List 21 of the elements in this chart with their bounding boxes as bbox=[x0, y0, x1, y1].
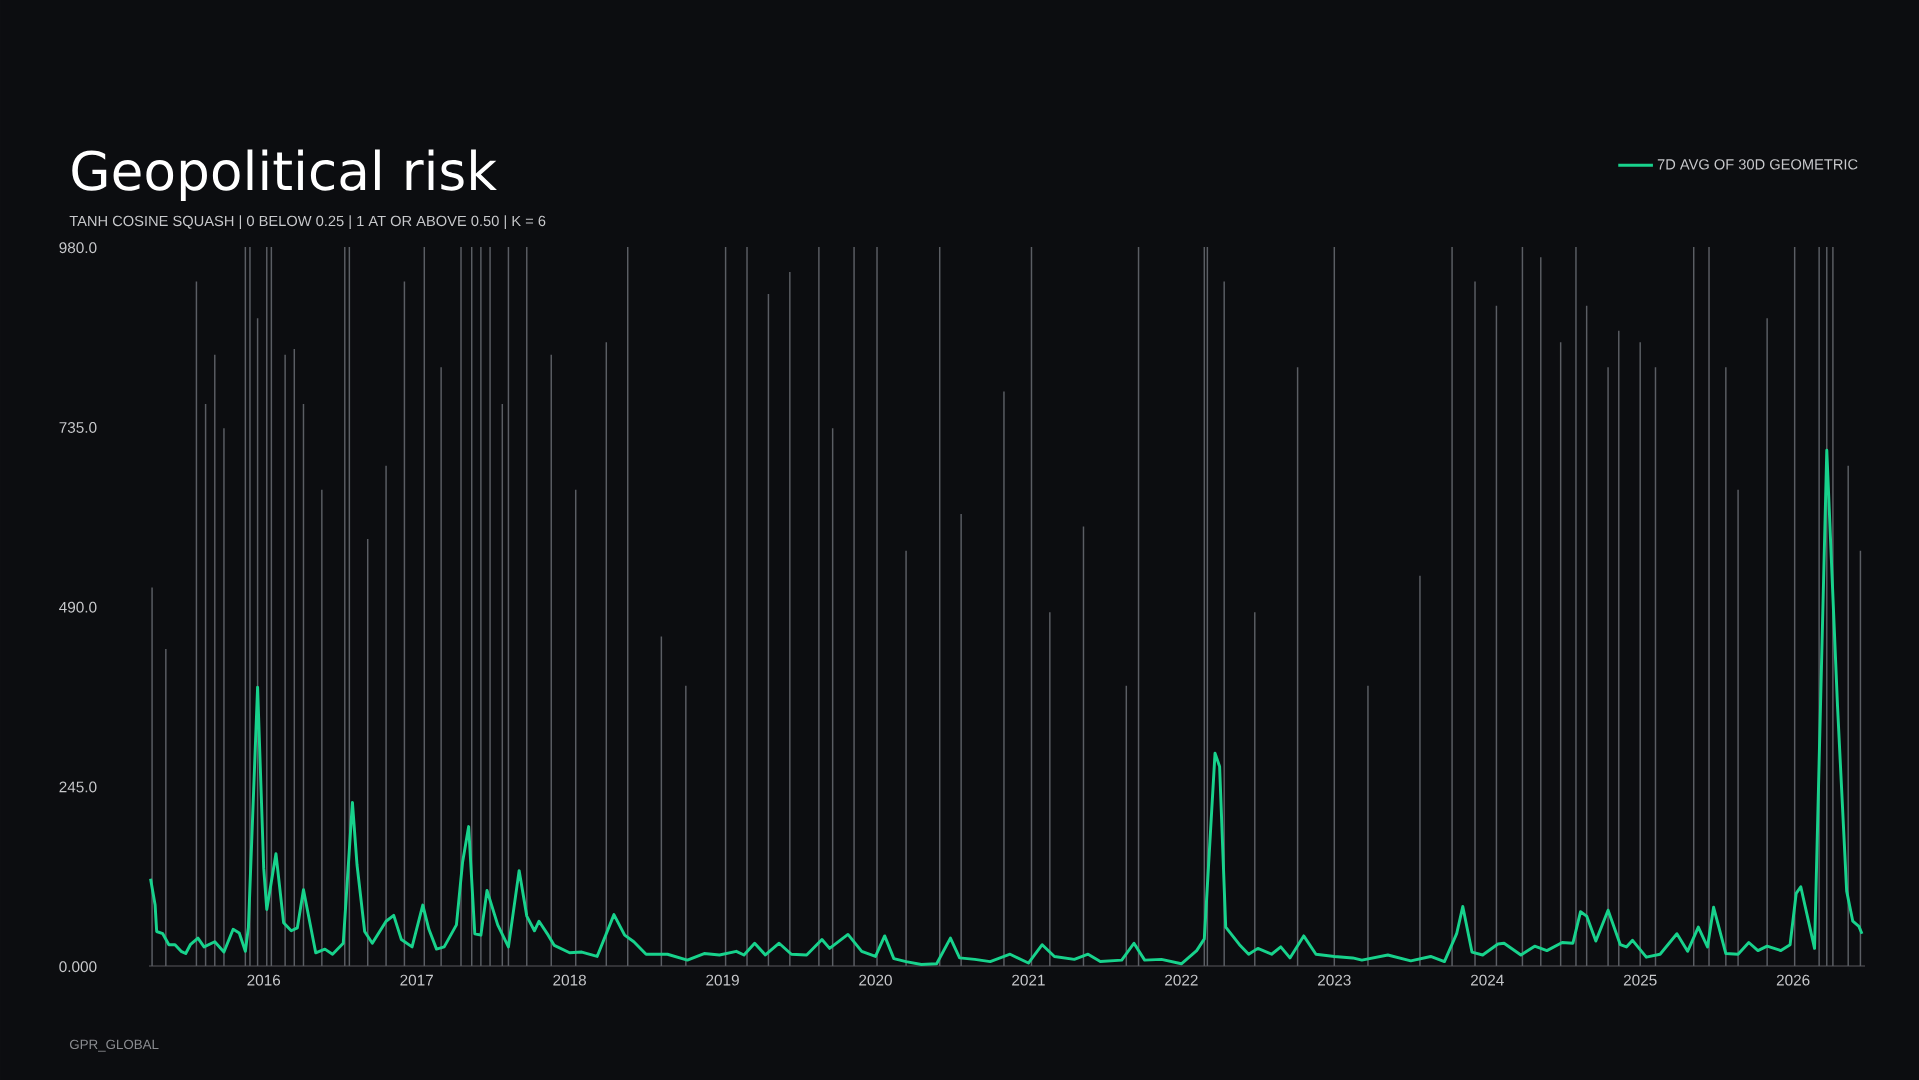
y-tick-label: 735.0 bbox=[59, 422, 97, 433]
x-tick-label: 2023 bbox=[1318, 974, 1351, 986]
x-tick-label: 2025 bbox=[1623, 974, 1657, 986]
x-tick-label: 2019 bbox=[706, 974, 739, 986]
chart-title: Geopolitical risk bbox=[72, 149, 497, 202]
x-tick-label: 2021 bbox=[1012, 974, 1045, 986]
y-tick-label: 980.0 bbox=[59, 242, 97, 254]
y-tick-label: 0.000 bbox=[59, 961, 97, 973]
x-tick-label: 2026 bbox=[1776, 974, 1810, 986]
x-tick-label: 2024 bbox=[1470, 974, 1504, 986]
x-tick-label: 2016 bbox=[247, 974, 281, 986]
x-tick-label: 2017 bbox=[400, 974, 433, 986]
x-tick-label: 2022 bbox=[1165, 974, 1198, 986]
y-tick-label: 245.0 bbox=[59, 781, 97, 793]
legend-label: 7D AVG OF 30D GEOMETRIC bbox=[1657, 159, 1858, 170]
text: GPR_GLOBAL bbox=[69, 1039, 159, 1052]
chart-subtitle: TANH COSINE SQUASH | 0 BELOW 0.25 | 1 AT OR ABOVE 0.50 | K = 6 bbox=[69, 215, 546, 230]
y-tick-label: 490.0 bbox=[59, 601, 97, 613]
line-series bbox=[149, 448, 1864, 966]
x-tick-label: 2020 bbox=[859, 974, 892, 986]
x-tick-label: 2018 bbox=[553, 974, 586, 986]
